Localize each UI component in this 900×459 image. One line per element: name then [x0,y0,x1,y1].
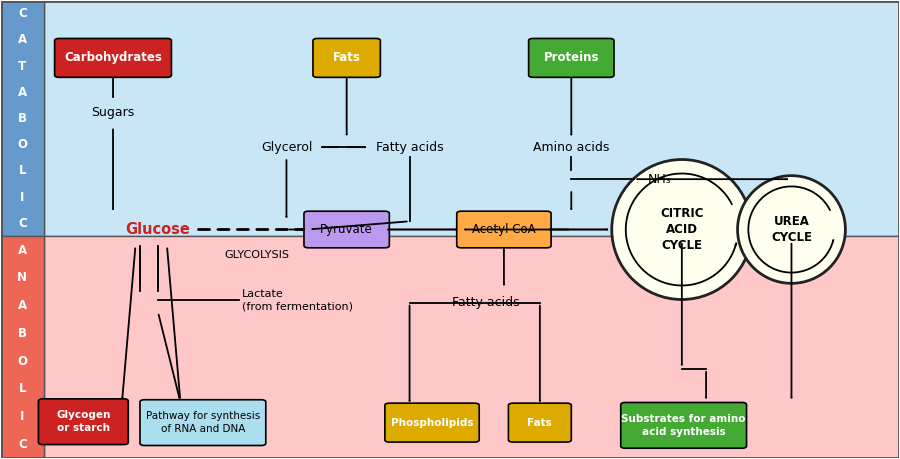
FancyBboxPatch shape [385,403,479,442]
Text: L: L [19,382,26,396]
Text: CITRIC
ACID
CYCLE: CITRIC ACID CYCLE [660,207,704,252]
Ellipse shape [738,176,845,283]
Text: Glycogen
or starch: Glycogen or starch [56,410,111,433]
Text: Glucose: Glucose [125,222,191,237]
Text: B: B [18,327,27,340]
Text: Amino acids: Amino acids [533,140,609,154]
FancyBboxPatch shape [44,236,899,458]
Text: Fatty acids: Fatty acids [376,140,444,154]
Text: I: I [20,410,24,423]
Text: Sugars: Sugars [92,106,135,119]
Text: GLYCOLYSIS: GLYCOLYSIS [224,250,289,260]
Text: Lactate
(from fermentation): Lactate (from fermentation) [241,289,353,312]
Text: Glycerol: Glycerol [261,140,312,154]
Text: O: O [17,355,27,368]
Text: T: T [18,60,26,73]
Text: Pathway for synthesis
of RNA and DNA: Pathway for synthesis of RNA and DNA [146,411,260,434]
Text: Phospholipids: Phospholipids [391,418,473,428]
Ellipse shape [612,160,751,299]
FancyBboxPatch shape [508,403,572,442]
FancyBboxPatch shape [456,211,551,248]
Text: C: C [18,438,27,451]
Text: Substrates for amino
acid synthesis: Substrates for amino acid synthesis [621,414,746,437]
Text: Carbohydrates: Carbohydrates [64,51,162,64]
Text: O: O [17,138,27,151]
Text: Pyruvate: Pyruvate [320,223,373,236]
FancyBboxPatch shape [528,39,614,78]
FancyBboxPatch shape [55,39,171,78]
Text: N: N [17,271,27,285]
FancyBboxPatch shape [44,1,899,236]
Text: Fats: Fats [527,418,553,428]
Text: I: I [20,190,24,204]
Text: L: L [19,164,26,177]
Text: A: A [18,299,27,312]
Text: B: B [18,112,27,125]
FancyBboxPatch shape [304,211,390,248]
Text: Acetyl CoA: Acetyl CoA [472,223,536,236]
Text: A: A [18,34,27,46]
Text: A: A [18,86,27,99]
FancyBboxPatch shape [1,1,44,236]
Text: Fatty acids: Fatty acids [452,296,520,309]
Text: C: C [18,7,27,20]
Text: UREA
CYCLE: UREA CYCLE [771,215,812,244]
Text: Proteins: Proteins [544,51,599,64]
Text: NH₃: NH₃ [648,173,671,185]
Text: A: A [18,244,27,257]
FancyBboxPatch shape [39,399,129,445]
Text: C: C [18,217,27,230]
FancyBboxPatch shape [621,403,746,448]
Text: Fats: Fats [333,51,361,64]
FancyBboxPatch shape [1,236,44,458]
FancyBboxPatch shape [140,400,266,446]
FancyBboxPatch shape [313,39,381,78]
